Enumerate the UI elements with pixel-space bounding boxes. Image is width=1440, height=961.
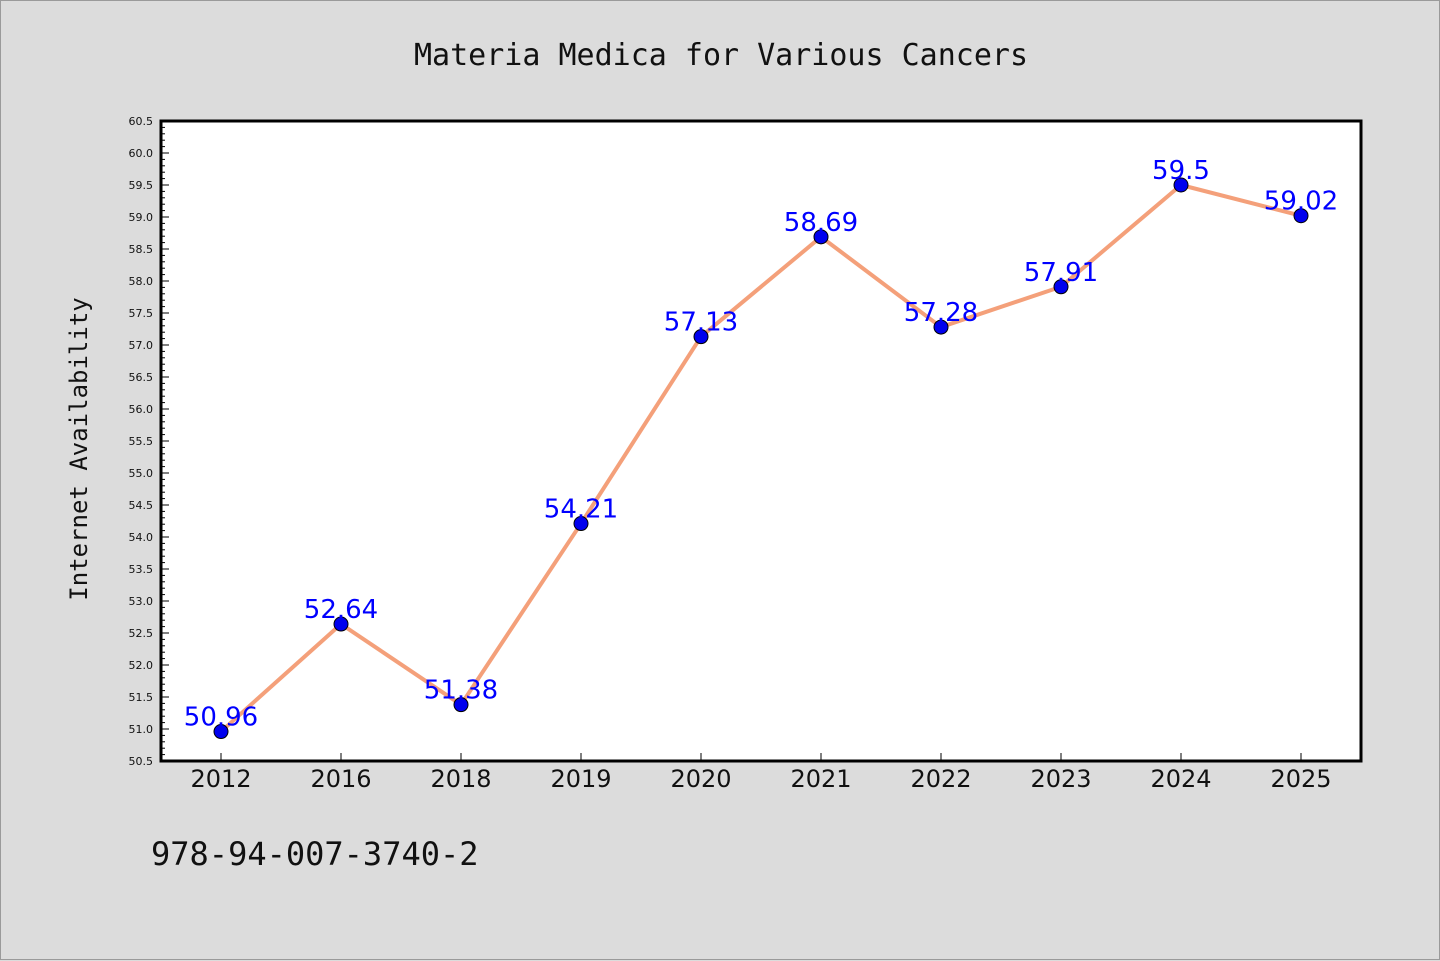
y-tick-label: 51.0 (129, 723, 154, 736)
data-label: 54.21 (544, 495, 618, 525)
data-point-marker (813, 229, 829, 245)
x-tick-label: 2016 (310, 765, 371, 793)
data-label: 52.64 (304, 595, 378, 625)
y-tick-label: 58.5 (129, 243, 154, 256)
data-point-marker (453, 697, 469, 713)
data-markers (213, 177, 1309, 740)
x-tick-label: 2025 (1270, 765, 1331, 793)
plot-border (159, 119, 1363, 763)
x-axis-ticks: 2012 2016 2018 2019 2020 2021 2022 2023 2024 2025 (190, 753, 1332, 793)
series-lines (219, 183, 1302, 734)
y-tick-label: 60.0 (129, 147, 154, 160)
y-tick-label: 57.5 (129, 307, 154, 320)
data-label: 50.96 (184, 703, 258, 733)
data-point-marker (573, 516, 589, 532)
y-axis-ticks: 50.5 51.0 51.5 52.0 52.5 53.0 53.5 54.0 54.5 55.0… (129, 115, 169, 768)
data-label: 57.13 (664, 308, 738, 338)
y-tick-label: 53.0 (129, 595, 154, 608)
y-tick-label: 50.5 (129, 755, 154, 768)
x-tick-label: 2018 (430, 765, 491, 793)
data-label: 57.91 (1024, 258, 1098, 288)
y-tick-label: 57.0 (129, 339, 154, 352)
x-tick-label: 2023 (1030, 765, 1091, 793)
x-tick-label: 2019 (550, 765, 611, 793)
data-point-marker (1293, 208, 1309, 224)
x-tick-label: 2020 (670, 765, 731, 793)
chart-title: Materia Medica for Various Cancers (414, 38, 1028, 73)
y-tick-label: 54.0 (129, 531, 154, 544)
data-point-marker (693, 329, 709, 345)
y-tick-label: 58.0 (129, 275, 154, 288)
data-label: 51.38 (424, 676, 498, 706)
y-tick-label: 54.5 (129, 499, 154, 512)
y-tick-label: 55.0 (129, 467, 154, 480)
data-point-marker (213, 724, 229, 740)
data-point-marker (1053, 279, 1069, 295)
isbn-annotation: 978-94-007-3740-2 (151, 835, 479, 873)
y-tick-label: 52.0 (129, 659, 154, 672)
y-tick-label: 59.5 (129, 179, 154, 192)
data-label: 57.28 (904, 298, 978, 328)
data-label: 58.69 (784, 208, 858, 238)
y-tick-label: 56.5 (129, 371, 154, 384)
y-tick-label: 53.5 (129, 563, 154, 576)
x-tick-label: 2022 (910, 765, 971, 793)
y-axis-label: Internet Availability (65, 297, 93, 600)
data-point-marker (1173, 177, 1189, 193)
y-tick-label: 60.5 (129, 115, 154, 128)
plot-area (161, 121, 1361, 761)
data-labels: 50.96 52.64 51.38 54.21 57.13 58.69 57.28 57.91… (184, 156, 1338, 733)
data-label: 59.5 (1152, 156, 1210, 186)
data-point-marker (333, 616, 349, 632)
x-tick-label: 2012 (190, 765, 251, 793)
y-tick-label: 55.5 (129, 435, 154, 448)
x-tick-label: 2024 (1150, 765, 1211, 793)
y-tick-label: 52.5 (129, 627, 154, 640)
y-tick-label: 56.0 (129, 403, 154, 416)
data-label: 59.02 (1264, 187, 1338, 217)
data-point-marker (933, 319, 949, 335)
series-line (219, 183, 1302, 734)
y-tick-label: 59.0 (129, 211, 154, 224)
x-tick-label: 2021 (790, 765, 851, 793)
y-tick-label: 51.5 (129, 691, 154, 704)
